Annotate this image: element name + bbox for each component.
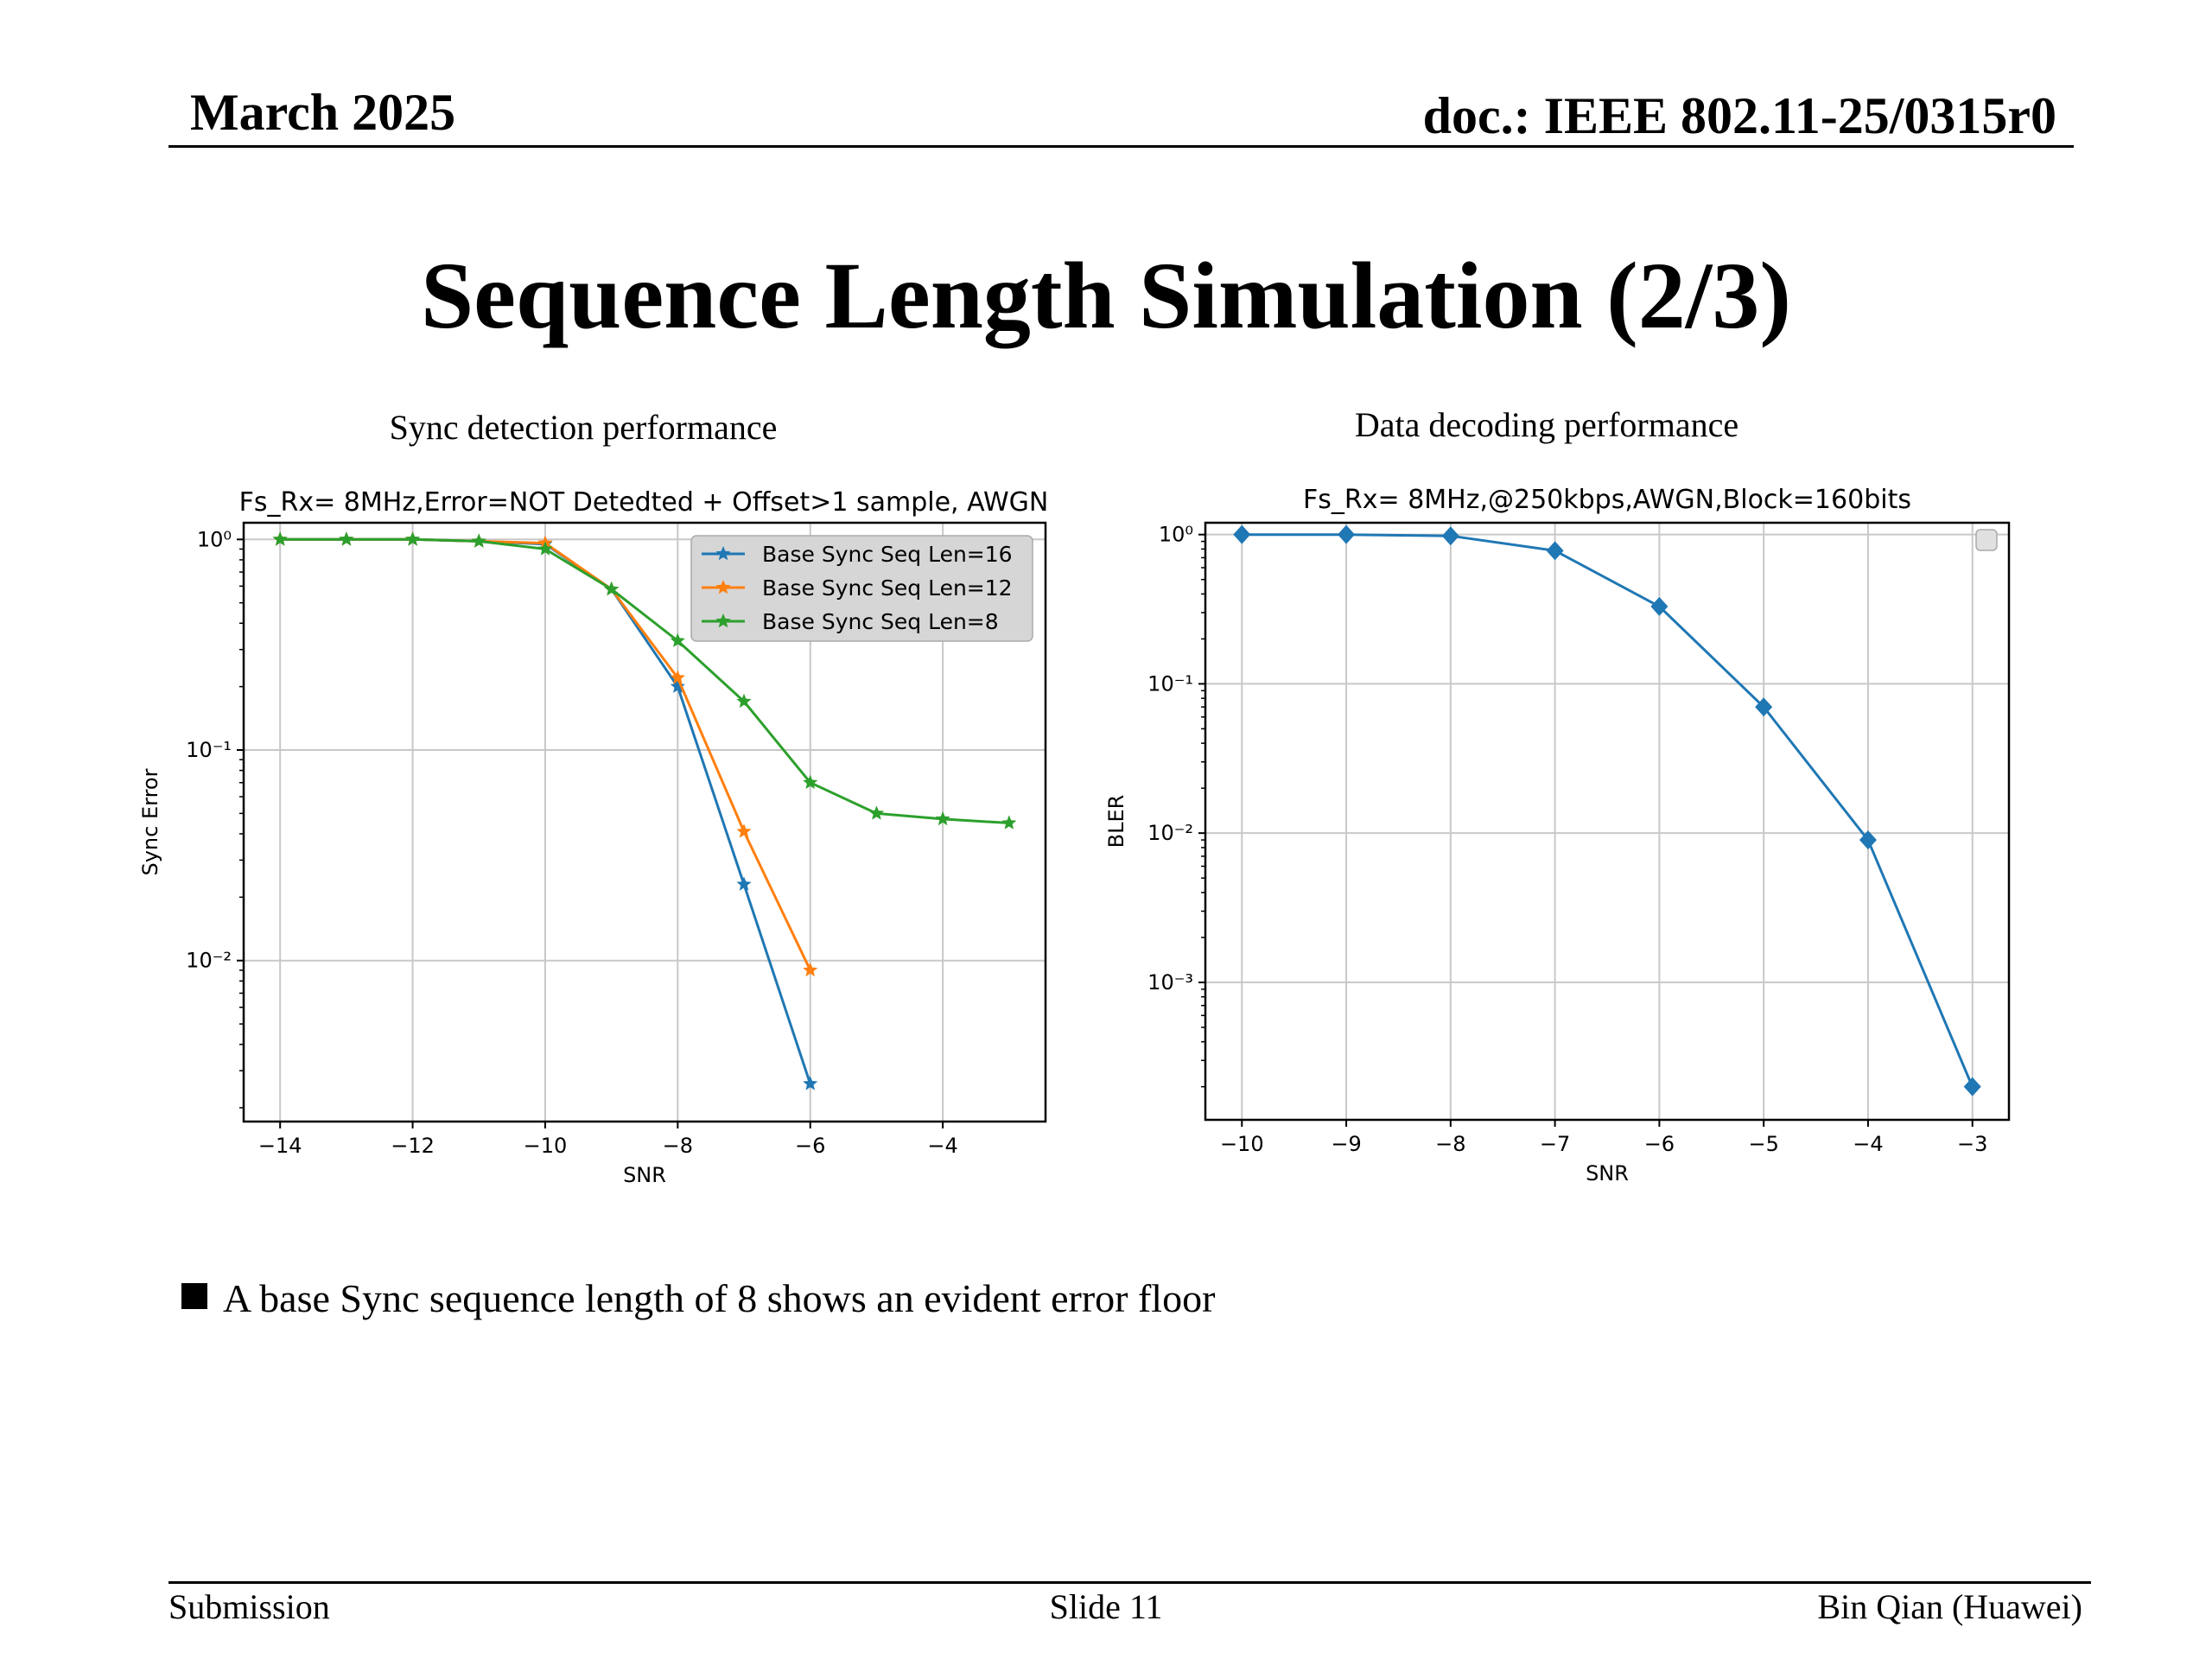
data-point — [1859, 830, 1877, 850]
header-rule — [168, 145, 2074, 148]
data-point — [1338, 524, 1356, 544]
legend-marker — [715, 580, 731, 594]
data-point — [736, 876, 752, 891]
sync-error-chart: −14 −12 −10 −8 −6 −4 10⁰ 10⁻¹ 10⁻² Fs_Rx= 8MHz,Er… — [138, 487, 1049, 1187]
x-tick-label: −6 — [795, 1134, 825, 1158]
header-date: March 2025 — [190, 84, 456, 141]
chart-title: Fs_Rx= 8MHz,Error=NOT Detedted + Offset>… — [239, 487, 1049, 518]
footer-submission: Submission — [168, 1587, 330, 1626]
x-tick-label: −12 — [391, 1134, 435, 1158]
series-line — [280, 537, 1009, 824]
bler-chart: −10 −9 −8 −7 −6 −5 −4 −3 10⁰ 10⁻¹ 10⁻² 10⁻³ Fs_Rx= 8… — [1104, 485, 2011, 1185]
data-point — [272, 531, 288, 546]
x-tick-label: −4 — [1853, 1132, 1883, 1156]
data-point — [471, 533, 486, 548]
x-tick-label: −9 — [1331, 1132, 1361, 1156]
footer-author: Bin Qian (Huawei) — [1817, 1587, 2082, 1626]
x-tick-label: −10 — [1220, 1132, 1264, 1156]
data-point — [604, 581, 620, 596]
x-tick-label: −8 — [663, 1134, 693, 1158]
grid — [1205, 523, 2009, 1120]
legend-box — [1975, 529, 1998, 551]
data-point — [935, 810, 950, 826]
data-point — [868, 805, 884, 820]
data-point — [1441, 526, 1459, 546]
x-axis-label: SNR — [623, 1163, 666, 1187]
legend-marker — [715, 546, 731, 561]
y-tick-label: 10⁰ — [1159, 523, 1193, 547]
chart-title: Fs_Rx= 8MHz,@250kbps,AWGN,Block=160bits — [1303, 485, 1911, 515]
x-tick-label: −4 — [927, 1134, 957, 1158]
data-point — [1233, 524, 1251, 544]
y-tick-label: 10⁻³ — [1147, 970, 1193, 995]
x-tick-label: −6 — [1644, 1132, 1675, 1156]
plot-frame — [242, 521, 1047, 1123]
data-point — [670, 632, 685, 647]
data-point — [1755, 697, 1773, 717]
footer-rule — [168, 1581, 2091, 1584]
x-tick-label: −7 — [1540, 1132, 1570, 1156]
y-tick-label: 10⁻¹ — [1147, 671, 1193, 696]
x-tick-label: −14 — [258, 1134, 302, 1158]
series-3 — [272, 531, 1017, 830]
y-axis-label: BLER — [1104, 795, 1128, 849]
data-point — [803, 962, 818, 977]
legend-label: Base Sync Seq Len=12 — [762, 575, 1013, 601]
x-tick-label: −10 — [524, 1134, 568, 1158]
plot-frame — [1204, 521, 2011, 1122]
caption-sync-detection: Sync detection performance — [389, 408, 778, 447]
data-point — [803, 774, 818, 789]
legend-label: Base Sync Seq Len=8 — [762, 609, 999, 634]
data-point — [537, 541, 553, 556]
legend-label: Base Sync Seq Len=16 — [762, 542, 1013, 567]
series-1 — [1233, 524, 1981, 1096]
y-axis-label: Sync Error — [138, 768, 162, 875]
y-tick-label: 10⁻² — [186, 949, 232, 973]
data-point — [736, 823, 752, 838]
caption-data-decoding: Data decoding performance — [1354, 405, 1739, 444]
slide-title: Sequence Length Simulation (2/3) — [421, 243, 1791, 348]
data-point — [1650, 596, 1669, 616]
data-point — [803, 1076, 818, 1090]
y-tick-label: 10⁰ — [197, 527, 232, 551]
x-tick-label: −8 — [1435, 1132, 1465, 1156]
legend: Base Sync Seq Len=16 Base Sync Seq Len=12… — [690, 535, 1033, 642]
data-point — [670, 670, 685, 684]
data-point — [405, 531, 421, 546]
legend-marker — [715, 613, 731, 628]
data-point — [1546, 541, 1564, 561]
data-point — [339, 531, 354, 546]
legend-box — [690, 535, 1033, 642]
y-tick-label: 10⁻² — [1147, 821, 1193, 845]
series-line — [1242, 533, 1974, 1088]
data-point — [736, 693, 752, 709]
x-axis-label: SNR — [1586, 1161, 1629, 1185]
footer-slide-number: Slide 11 — [1049, 1587, 1163, 1626]
data-point — [1001, 815, 1017, 830]
bullet-item: A base Sync sequence length of 8 shows a… — [181, 1279, 1215, 1319]
x-tick-label: −3 — [1957, 1132, 1987, 1156]
data-point — [1963, 1077, 1981, 1096]
bullet-square-icon — [181, 1283, 207, 1309]
x-tick-label: −5 — [1748, 1132, 1778, 1156]
y-tick-label: 10⁻¹ — [186, 738, 232, 762]
header-doc-id: doc.: IEEE 802.11-25/0315r0 — [1422, 87, 2056, 144]
bullet-text: A base Sync sequence length of 8 shows a… — [223, 1276, 1216, 1320]
